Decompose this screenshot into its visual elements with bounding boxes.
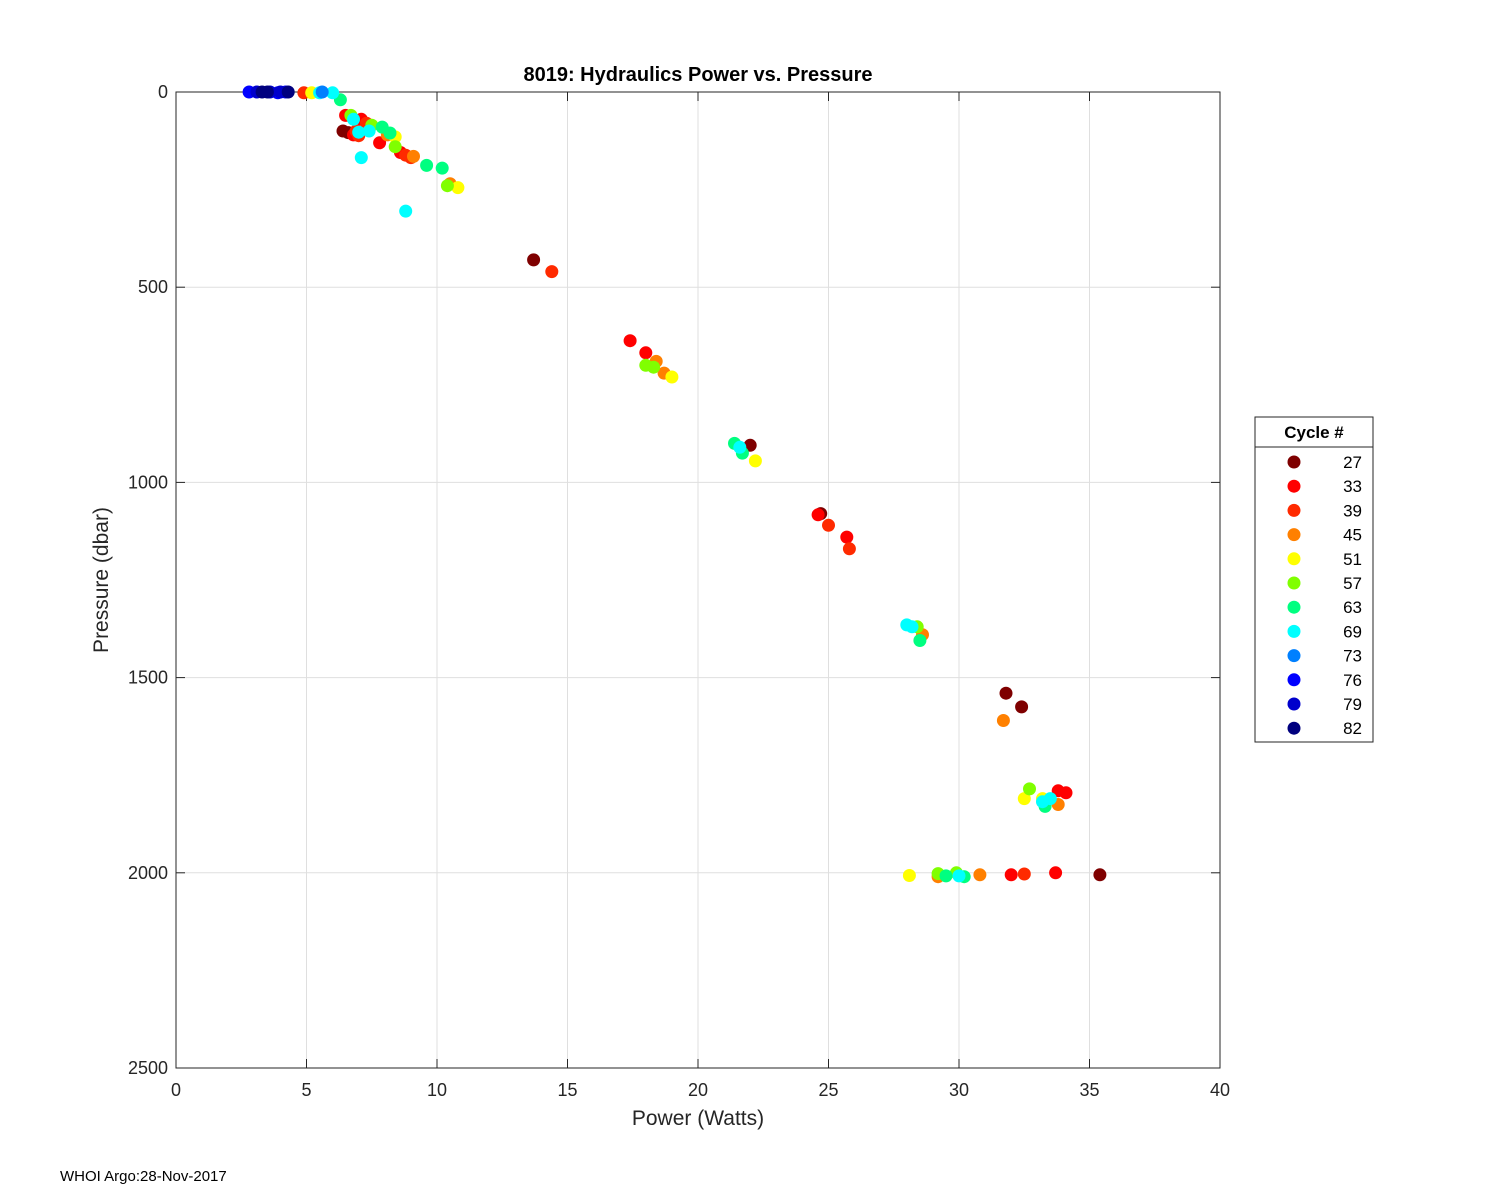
data-point — [281, 85, 295, 99]
data-point — [373, 136, 387, 150]
legend-title: Cycle # — [1284, 423, 1344, 442]
axis-ticks: 0 5 10 15 20 25 30 35 40 0 500 1000 1500 2000 2500 — [128, 82, 1230, 1100]
data-point — [375, 120, 389, 134]
legend-marker — [1287, 697, 1301, 711]
data-point — [399, 204, 413, 218]
data-point — [665, 370, 679, 384]
data-point — [315, 85, 329, 99]
x-tick-label: 5 — [301, 1080, 311, 1100]
data-point — [952, 869, 966, 883]
data-point — [407, 149, 420, 163]
y-tick-label: 1000 — [128, 472, 168, 492]
legend-entry-label: 82 — [1343, 719, 1362, 738]
data-point — [352, 125, 366, 139]
data-point — [354, 151, 368, 165]
legend-marker — [1287, 649, 1301, 663]
legend-entry-label: 45 — [1343, 526, 1362, 545]
data-point — [623, 334, 637, 348]
data-point — [451, 181, 465, 195]
data-point — [420, 158, 434, 172]
legend-entry-label: 73 — [1343, 647, 1362, 666]
y-tick-label: 500 — [138, 277, 168, 297]
y-axis-label: Pressure (dbar) — [90, 507, 113, 653]
data-point — [905, 620, 919, 634]
data-point — [260, 85, 274, 99]
legend-marker — [1287, 721, 1301, 735]
chart-title: 8019: Hydraulics Power vs. Pressure — [523, 64, 872, 86]
y-tick-label: 0 — [158, 82, 168, 102]
data-point — [435, 161, 449, 175]
x-tick-label: 10 — [427, 1080, 447, 1100]
data-point — [1049, 866, 1063, 880]
data-point — [939, 869, 953, 883]
legend-marker — [1287, 455, 1301, 469]
legend-marker — [1287, 503, 1301, 517]
data-points — [242, 85, 1107, 884]
data-point — [999, 686, 1013, 700]
legend: Cycle # 27 33 39 45 51 57 63 69 73 76 79 82 — [1254, 416, 1374, 743]
data-point — [973, 868, 987, 882]
data-point — [440, 179, 454, 193]
legend-entry-label: 63 — [1343, 598, 1362, 617]
y-tick-label: 2500 — [128, 1058, 168, 1078]
data-point — [1093, 868, 1107, 882]
legend-entry-label: 39 — [1343, 501, 1362, 520]
data-point — [1023, 782, 1036, 796]
data-point — [639, 346, 653, 360]
x-tick-label: 25 — [818, 1080, 838, 1100]
data-point — [996, 714, 1010, 727]
x-tick-label: 0 — [171, 1080, 181, 1100]
data-point — [733, 440, 747, 454]
data-point — [748, 454, 762, 468]
data-point — [811, 508, 825, 522]
data-point — [913, 634, 927, 647]
legend-entry-label: 69 — [1343, 622, 1362, 641]
legend-entry-label: 33 — [1343, 477, 1362, 496]
legend-entry-label: 57 — [1343, 574, 1362, 593]
x-tick-label: 30 — [949, 1080, 969, 1100]
legend-marker — [1287, 552, 1301, 566]
data-point — [1036, 795, 1049, 809]
y-tick-label: 2000 — [128, 863, 168, 883]
data-point — [840, 530, 854, 544]
legend-marker — [1287, 479, 1301, 493]
data-point — [388, 140, 402, 154]
data-point — [822, 518, 835, 532]
data-point — [1015, 700, 1029, 714]
legend-entry-label: 76 — [1343, 671, 1362, 690]
data-point — [1059, 786, 1073, 800]
legend-entry-label: 27 — [1343, 453, 1362, 472]
data-point — [545, 265, 559, 279]
data-point — [842, 542, 856, 556]
data-point — [1017, 792, 1031, 806]
grid-lines — [176, 92, 1220, 1068]
legend-marker — [1287, 624, 1301, 638]
data-point — [347, 112, 360, 126]
footer-note: WHOI Argo:28-Nov-2017 — [60, 1168, 227, 1185]
legend-entry-label: 79 — [1343, 695, 1362, 714]
legend-box — [1254, 416, 1374, 743]
data-point — [362, 124, 376, 138]
data-point — [1017, 867, 1031, 881]
legend-marker — [1287, 576, 1301, 590]
data-point — [647, 360, 661, 374]
legend-marker — [1287, 600, 1301, 614]
x-tick-label: 15 — [557, 1080, 577, 1100]
y-tick-label: 1500 — [128, 668, 168, 688]
data-point — [902, 869, 916, 882]
x-tick-label: 20 — [688, 1080, 708, 1100]
data-point — [326, 86, 340, 100]
data-point — [527, 253, 541, 267]
x-tick-label: 40 — [1210, 1080, 1230, 1100]
legend-marker — [1287, 528, 1301, 542]
legend-marker — [1287, 673, 1301, 687]
data-point — [1004, 868, 1018, 882]
legend-entry-label: 51 — [1343, 550, 1362, 569]
x-tick-label: 35 — [1079, 1080, 1099, 1100]
x-axis-label: Power (Watts) — [632, 1107, 764, 1130]
